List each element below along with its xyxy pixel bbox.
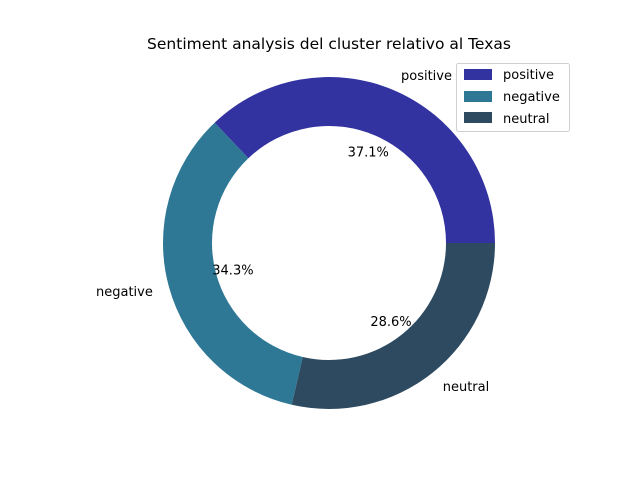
category-label-negative: negative [96,285,153,300]
category-label-neutral: neutral [443,380,490,395]
donut-slices [163,77,495,409]
legend-label-positive: positive [503,68,554,83]
slice-positive [214,77,495,243]
slice-neutral [291,243,495,409]
legend-swatch-negative [464,91,492,102]
legend-label-neutral: neutral [503,112,550,127]
percent-labels: 37.1% 34.3% 28.6% [212,145,411,329]
percent-label-positive: 37.1% [348,145,389,160]
category-label-positive: positive [401,69,452,84]
legend-swatch-neutral [464,112,492,123]
percent-label-neutral: 28.6% [370,315,411,330]
legend: positive negative neutral [456,63,570,132]
category-labels: positive negative neutral [96,69,489,395]
percent-label-negative: 34.3% [212,263,253,278]
legend-label-negative: negative [503,90,560,105]
slice-negative [163,122,303,405]
chart-title: Sentiment analysis del cluster relativo … [147,35,511,53]
legend-swatch-positive [464,69,492,80]
